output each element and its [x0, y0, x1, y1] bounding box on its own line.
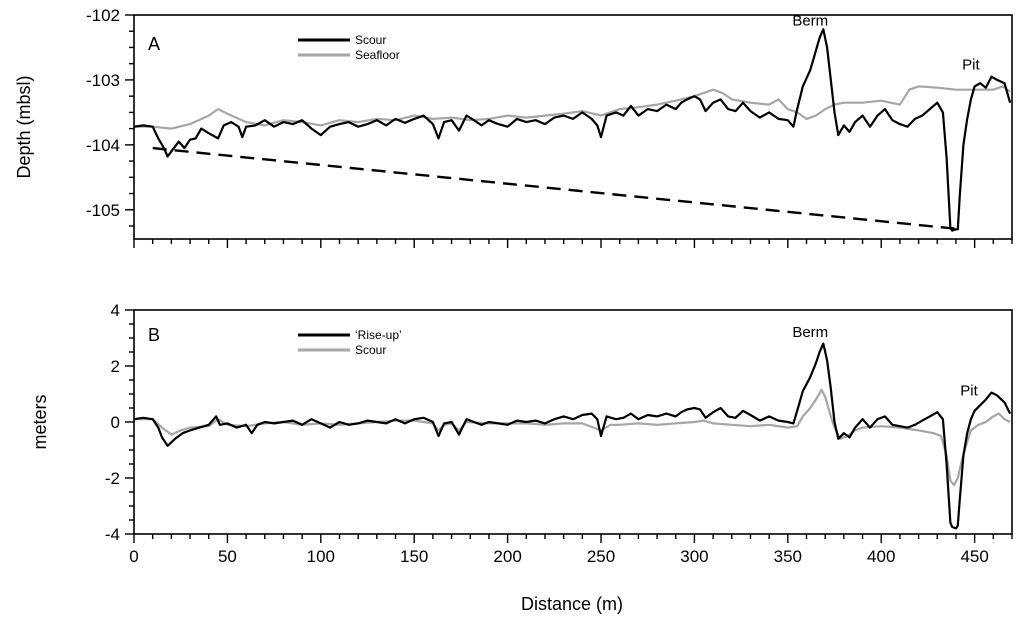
panel-b-label: B — [148, 325, 160, 345]
y-tick-label: -105 — [86, 201, 120, 220]
x-tick-label: 450 — [960, 547, 988, 566]
legend-label: Scour — [355, 33, 386, 47]
panel-b-y-axis-title: meters — [30, 394, 50, 449]
panel-a-frame — [133, 14, 1013, 240]
panel-b-legend: ‘Rise-up’Scour — [298, 328, 402, 357]
panel-a-series-scour — [134, 28, 1012, 232]
panel-a-dashed-line — [152, 146, 962, 231]
panel-a-ticks: -102 -103 -104 -105 — [86, 6, 1013, 248]
y-tick-label: 0 — [111, 413, 120, 432]
y-tick-label: -2 — [105, 469, 120, 488]
x-tick-label: 200 — [493, 547, 521, 566]
x-axis-title: Distance (m) — [521, 594, 623, 614]
annotation-pit: Pit — [960, 383, 978, 400]
panel-a-annotations: Berm Pit — [792, 12, 980, 73]
y-tick-label: 4 — [111, 301, 120, 320]
panel-b: 4 2 0 -2 -4 0 50 100 150 200 250 300 350 400 450 B met… — [30, 301, 1013, 614]
y-tick-label: -104 — [86, 136, 120, 155]
y-tick-label: -102 — [86, 6, 120, 25]
panel-a: -102 -103 -104 -105 A Depth (mbsl) ScourSea… — [14, 6, 1013, 248]
panel-b-series--rise-up- — [134, 342, 1012, 530]
annotation-pit: Pit — [962, 56, 980, 73]
y-tick-label: 2 — [111, 357, 120, 376]
legend-label: ‘Rise-up’ — [355, 328, 402, 342]
x-tick-label: 400 — [867, 547, 895, 566]
panel-b-series-scour — [134, 388, 1011, 487]
panel-b-ticks: 4 2 0 -2 -4 0 50 100 150 200 250 300 350 400 450 — [105, 301, 1013, 566]
panel-b-annotations: Berm Pit — [792, 324, 978, 400]
x-tick-label: 350 — [774, 547, 802, 566]
panel-b-plot-area — [134, 342, 1012, 530]
panel-a-label: A — [148, 34, 160, 54]
x-tick-label: 100 — [307, 547, 335, 566]
x-tick-label: 150 — [400, 547, 428, 566]
x-tick-label: 0 — [129, 547, 138, 566]
y-tick-label: -4 — [105, 525, 120, 544]
annotation-berm: Berm — [792, 12, 828, 29]
panel-a-y-axis-title: Depth (mbsl) — [14, 75, 34, 178]
panel-a-series-seafloor — [134, 85, 1011, 130]
x-tick-label: 50 — [218, 547, 237, 566]
x-tick-label: 300 — [680, 547, 708, 566]
x-tick-label: 250 — [587, 547, 615, 566]
legend-label: Scour — [355, 343, 386, 357]
panel-a-plot-area — [134, 28, 1012, 232]
annotation-berm: Berm — [792, 324, 828, 341]
legend-label: Seafloor — [355, 48, 400, 62]
y-tick-label: -103 — [86, 71, 120, 90]
